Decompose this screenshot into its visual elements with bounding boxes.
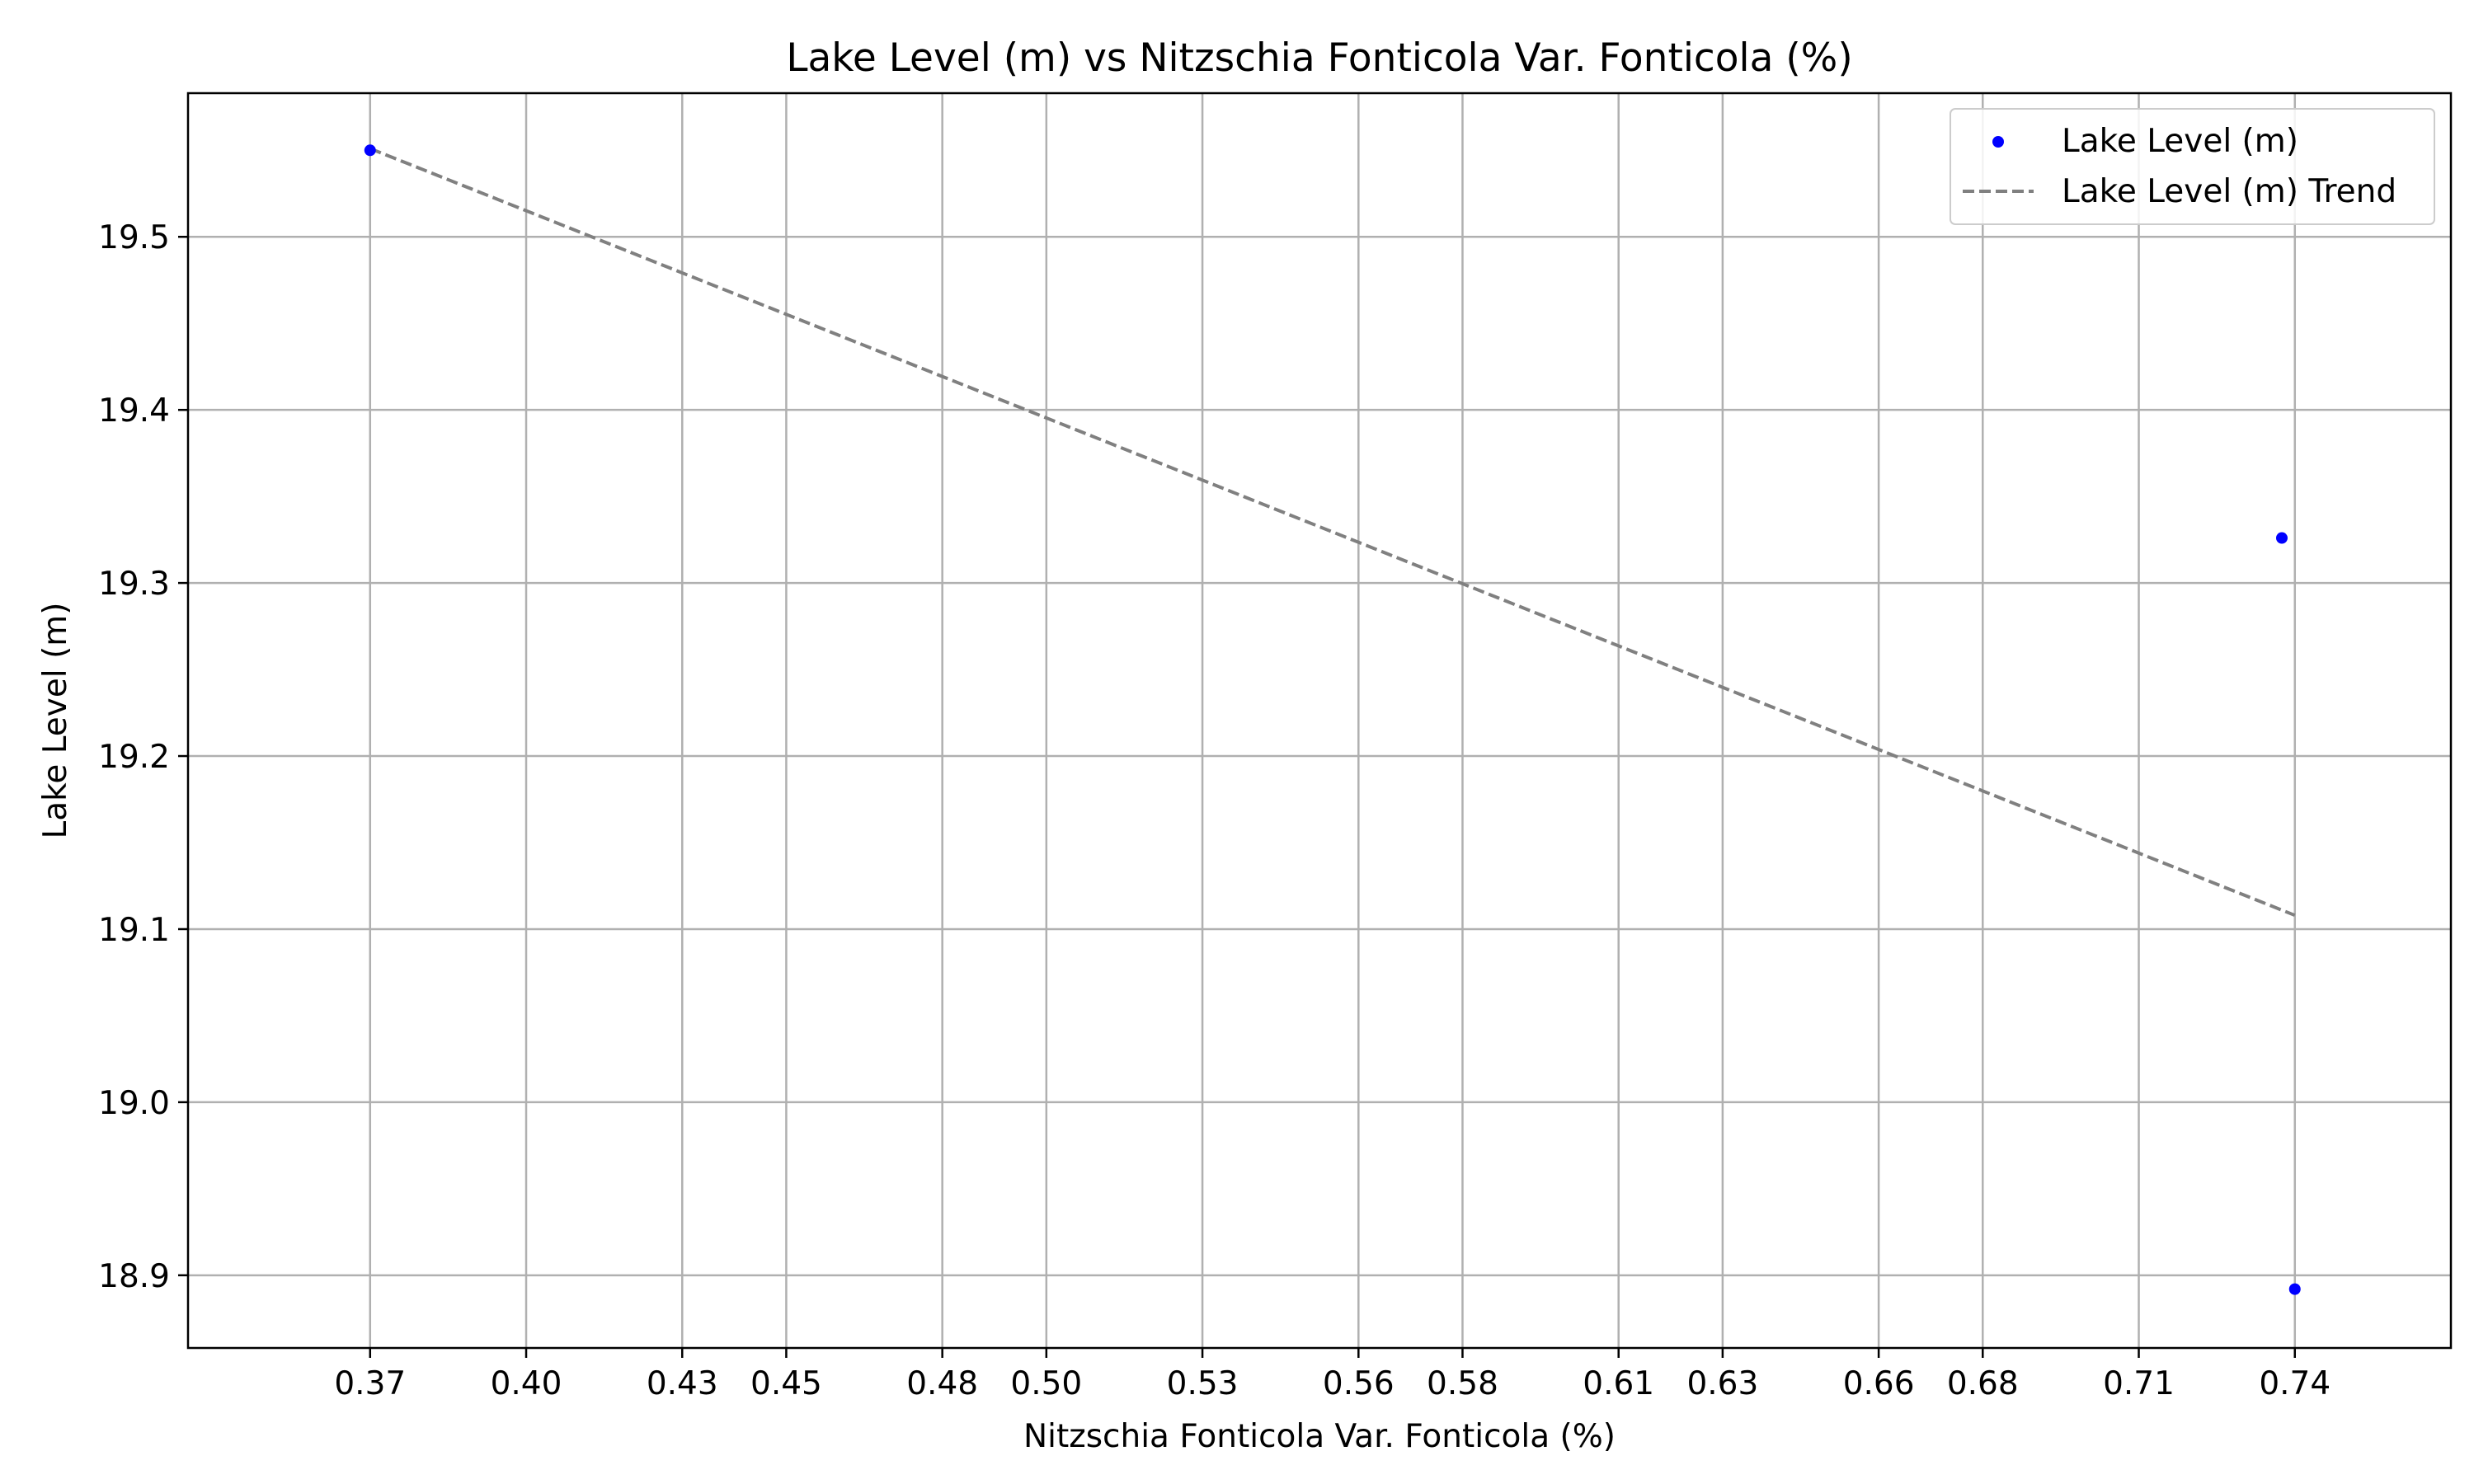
legend-label-scatter: Lake Level (m) bbox=[2062, 123, 2298, 160]
y-tick-label: 19.3 bbox=[98, 566, 170, 603]
scatter-point bbox=[2288, 1283, 2301, 1295]
legend-marker-scatter bbox=[1992, 136, 2004, 148]
x-tick-label: 0.71 bbox=[2103, 1365, 2175, 1402]
y-tick-label: 19.5 bbox=[98, 219, 170, 256]
y-axis-label: Lake Level (m) bbox=[37, 603, 74, 839]
x-tick-label: 0.66 bbox=[1843, 1365, 1915, 1402]
points-layer bbox=[364, 144, 2301, 1295]
y-tick-label: 19.1 bbox=[98, 912, 170, 949]
x-tick-label: 0.68 bbox=[1947, 1365, 2019, 1402]
grid bbox=[188, 93, 2451, 1348]
x-tick-label: 0.50 bbox=[1010, 1365, 1082, 1402]
y-axis-ticks: 18.9 19.0 19.1 19.2 19.3 19.4 19.5 bbox=[98, 219, 188, 1295]
x-tick-label: 0.63 bbox=[1686, 1365, 1758, 1402]
trend-line bbox=[369, 147, 2296, 918]
x-tick-label: 0.37 bbox=[334, 1365, 406, 1402]
x-tick-label: 0.58 bbox=[1427, 1365, 1498, 1402]
y-tick-label: 19.0 bbox=[98, 1085, 170, 1122]
x-tick-label: 0.61 bbox=[1583, 1365, 1654, 1402]
x-axis-ticks: 0.37 0.40 0.43 0.45 0.48 0.50 0.53 0.56 0.58 0.61… bbox=[334, 1348, 2331, 1402]
x-tick-label: 0.74 bbox=[2259, 1365, 2331, 1402]
x-tick-label: 0.56 bbox=[1323, 1365, 1395, 1402]
scatter-point bbox=[2275, 532, 2288, 544]
x-tick-label: 0.53 bbox=[1167, 1365, 1239, 1402]
legend: Lake Level (m) Lake Level (m) Trend bbox=[1950, 108, 2435, 225]
x-tick-label: 0.40 bbox=[491, 1365, 562, 1402]
chart-title: Lake Level (m) vs Nitzschia Fonticola Va… bbox=[786, 35, 1852, 81]
legend-label-trend: Lake Level (m) Trend bbox=[2062, 173, 2396, 210]
y-tick-label: 19.4 bbox=[98, 392, 170, 430]
x-tick-label: 0.43 bbox=[647, 1365, 718, 1402]
trend-layer bbox=[369, 147, 2296, 918]
y-tick-label: 19.2 bbox=[98, 739, 170, 776]
scatter-point bbox=[364, 144, 376, 157]
legend-box bbox=[1950, 108, 2435, 225]
x-tick-label: 0.48 bbox=[906, 1365, 978, 1402]
x-tick-label: 0.45 bbox=[750, 1365, 822, 1402]
y-tick-label: 18.9 bbox=[98, 1258, 170, 1295]
plot-frame bbox=[186, 92, 2453, 1350]
x-axis-label: Nitzschia Fonticola Var. Fonticola (%) bbox=[1023, 1418, 1616, 1455]
